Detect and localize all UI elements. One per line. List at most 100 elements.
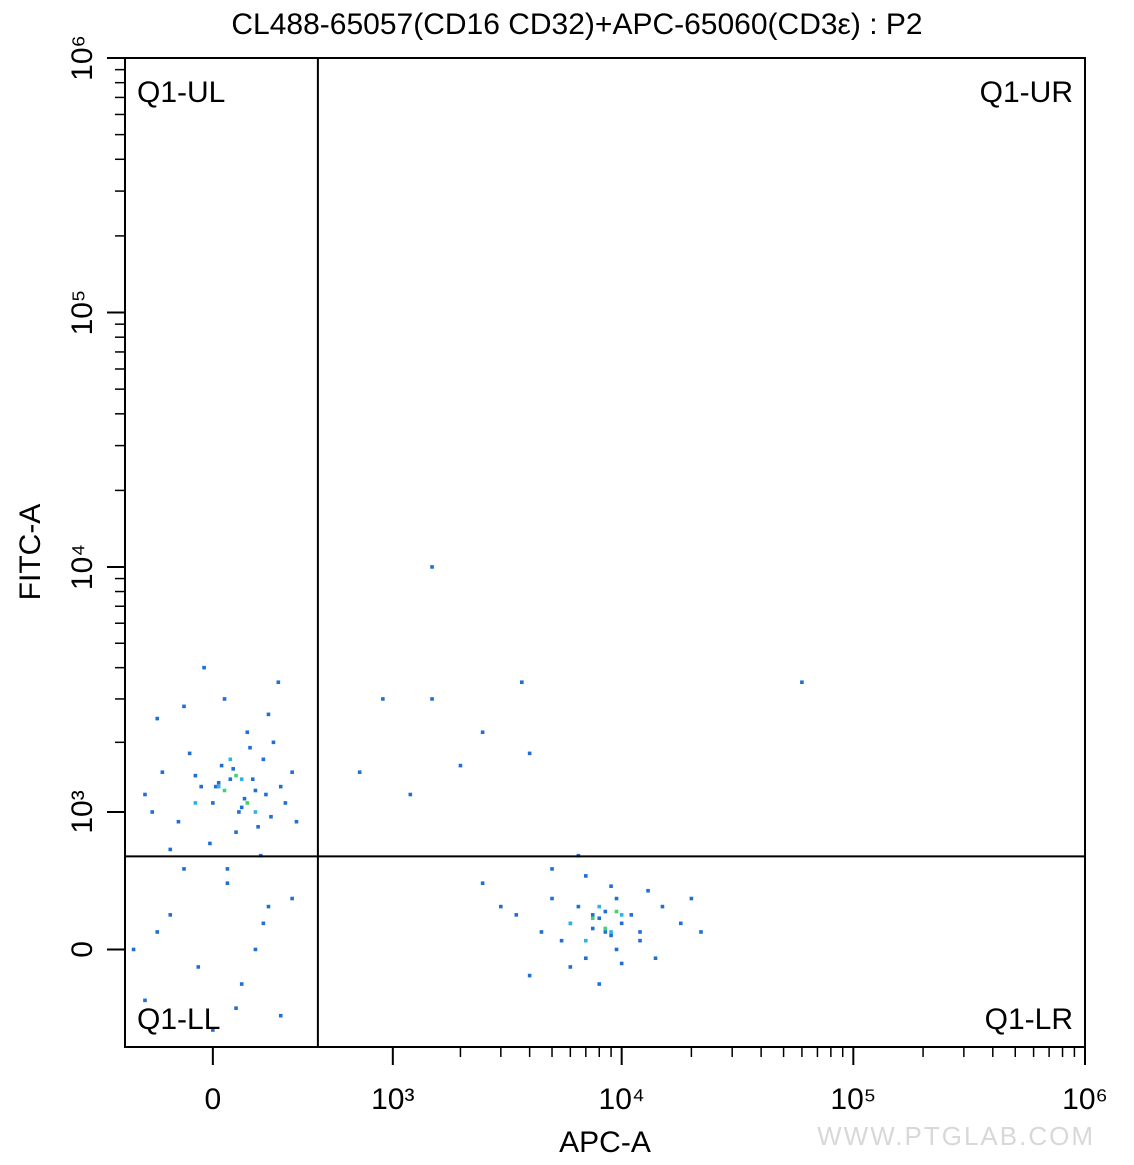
data-point [576,904,581,909]
data-point [597,982,602,986]
y-axis-label: FITC-A [14,504,47,601]
data-point [211,801,215,805]
data-point [228,777,233,781]
data-point [568,965,573,969]
data-point [357,770,362,774]
data-point [527,751,532,756]
data-point [155,716,160,721]
data-point [168,847,173,852]
data-point [196,965,201,969]
data-point [193,773,198,778]
data-point [222,697,227,701]
data-point [231,767,235,771]
data-point [271,740,276,745]
y-tick-label: 10³ [66,790,99,833]
data-point [228,757,233,762]
data-point [590,926,595,931]
data-point [614,947,619,952]
data-point [638,930,642,934]
data-point [603,930,608,934]
data-point [168,913,173,917]
data-point [239,982,244,986]
data-point [294,819,299,824]
data-point [269,814,273,819]
quadrant-label: Q1-UL [137,76,225,109]
data-point [283,801,288,805]
data-point [182,704,186,709]
y-tick-label: 10⁴ [66,544,99,590]
data-point [264,792,268,797]
data-point [597,904,602,909]
data-point [381,697,385,701]
data-point [245,730,250,735]
data-point [408,792,413,797]
data-point [609,884,613,888]
data-point [250,777,255,781]
data-point [584,874,588,878]
data-point [527,973,532,978]
data-point [290,770,294,774]
data-point [225,881,230,885]
data-point [653,956,658,961]
data-point [278,1013,283,1018]
data-point [143,998,147,1003]
data-point [430,697,434,701]
x-tick-label: 10⁵ [830,1083,876,1116]
y-tick-label: 0 [66,941,99,958]
data-point [800,680,804,685]
plot-frame [124,57,1086,1048]
data-point [514,913,519,917]
data-point [603,926,608,931]
data-point [234,1006,238,1010]
data-point [253,810,258,814]
data-point [187,751,192,756]
data-point [239,777,244,781]
data-point [242,796,247,801]
data-point [266,904,271,909]
data-point [660,904,665,909]
data-point [619,913,624,917]
data-point [199,784,203,789]
data-point [234,830,238,834]
data-point [222,788,227,793]
data-point [176,819,181,824]
data-point [143,792,147,797]
data-point [646,888,650,893]
data-point [597,916,602,921]
data-point [603,909,608,914]
data-point [245,801,250,805]
data-point [160,770,165,774]
data-point [689,896,694,901]
data-point [614,896,619,901]
data-point [550,896,554,901]
data-point [499,904,503,909]
data-point [213,784,218,789]
data-point [590,913,595,917]
x-tick-label: 0 [205,1083,222,1116]
data-point [182,867,186,871]
data-point [253,947,258,952]
data-point [590,916,595,921]
x-axis-label: APC-A [559,1126,651,1159]
data-point [520,680,524,685]
data-point [584,956,588,961]
data-point [216,781,221,785]
data-point [248,745,252,750]
data-point [237,810,241,814]
data-point [614,909,619,914]
data-point [261,921,266,926]
data-point [261,757,266,762]
data-point [458,763,463,768]
data-point [584,938,588,943]
data-point [150,810,155,814]
data-point [211,1028,215,1032]
data-point [699,930,703,934]
y-tick-label: 10⁶ [66,35,99,81]
data-point [559,938,564,943]
data-point [131,947,136,952]
data-point [276,680,281,685]
y-tick-label: 10⁵ [66,290,99,336]
data-point [208,841,212,846]
data-point [219,763,224,768]
